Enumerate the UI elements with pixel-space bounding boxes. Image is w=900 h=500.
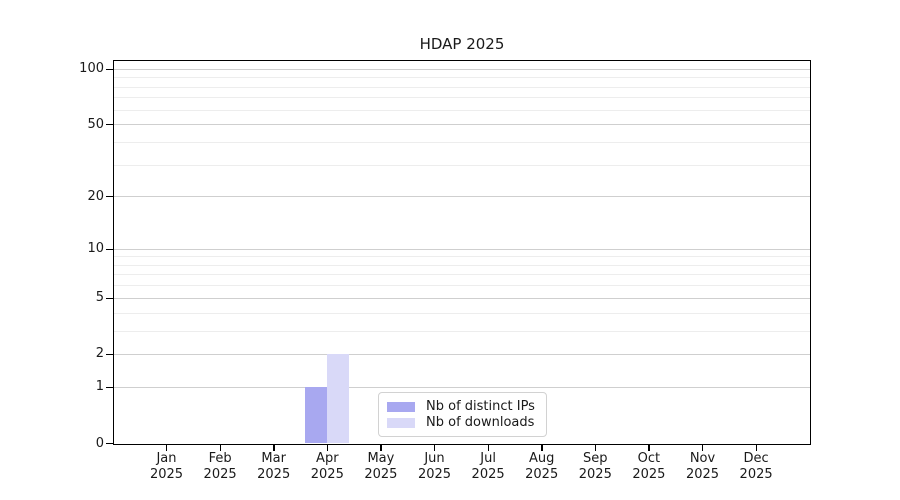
- gridline-minor: [114, 330, 810, 332]
- gridline-minor: [114, 86, 810, 88]
- x-tick-label: Jun 2025: [395, 451, 475, 483]
- x-tick-month: Jun: [424, 451, 445, 466]
- y-tick-mark: [106, 353, 113, 356]
- x-tick-label: Nov 2025: [663, 451, 743, 483]
- x-tick-mark: [755, 445, 757, 451]
- gridline-major: [114, 386, 810, 388]
- x-tick-mark: [219, 445, 221, 451]
- legend-swatch: [387, 417, 415, 428]
- x-tick-mark: [166, 445, 168, 451]
- x-tick-mark: [648, 445, 650, 451]
- gridline-major: [114, 353, 810, 355]
- legend-label: Nb of distinct IPs: [426, 399, 535, 414]
- y-tick-label: 1: [95, 379, 104, 395]
- x-tick-year: 2025: [685, 467, 720, 482]
- x-tick-label: Oct 2025: [609, 451, 689, 483]
- y-tick-label: 100: [79, 61, 104, 77]
- x-tick-label: Jul 2025: [448, 451, 528, 483]
- gridline-minor: [114, 256, 810, 258]
- x-tick-mark: [434, 445, 436, 451]
- y-tick-label: 20: [87, 188, 104, 204]
- gridline-major: [114, 297, 810, 299]
- gridline-major: [114, 196, 810, 198]
- y-tick-mark: [106, 297, 113, 300]
- x-tick-year: 2025: [417, 467, 452, 482]
- y-tick-mark: [106, 68, 113, 71]
- x-tick-mark: [380, 445, 382, 451]
- bar-nb-of-downloads: [326, 353, 349, 443]
- x-tick-mark: [594, 445, 597, 451]
- x-tick-mark: [487, 445, 489, 451]
- gridline-minor: [114, 164, 810, 166]
- gridline-minor: [114, 274, 810, 276]
- y-tick-mark: [106, 124, 113, 126]
- x-tick-month: Feb: [208, 451, 232, 466]
- y-tick-label: 0: [95, 435, 104, 451]
- chart-title: HDAP 2025: [419, 35, 505, 53]
- gridline-minor: [114, 312, 810, 314]
- legend: Nb of distinct IPs Nb of downloads: [378, 392, 547, 437]
- legend-row: Nb of downloads: [387, 415, 538, 430]
- x-tick-label: Feb 2025: [180, 451, 260, 483]
- x-tick-month: Nov: [689, 451, 716, 466]
- plot-area: [113, 60, 811, 445]
- x-tick-mark: [541, 445, 543, 451]
- x-tick-month: Aug: [528, 451, 555, 466]
- x-tick-month: Oct: [637, 451, 661, 466]
- gridline-major: [114, 248, 810, 250]
- x-tick-month: Sep: [583, 451, 608, 466]
- x-tick-mark: [326, 445, 329, 451]
- bar-nb-of-distinct-ips: [304, 386, 327, 443]
- x-tick-year: 2025: [471, 467, 505, 482]
- x-tick-month: Mar: [261, 451, 286, 466]
- x-tick-year: 2025: [203, 467, 237, 482]
- x-tick-year: 2025: [578, 467, 612, 482]
- gridline-major: [114, 124, 810, 126]
- x-tick-label: Sep 2025: [555, 451, 635, 483]
- x-tick-month: Apr: [316, 451, 339, 466]
- x-tick-year: 2025: [739, 467, 773, 482]
- y-tick-mark: [106, 443, 113, 445]
- x-tick-mark: [273, 445, 275, 451]
- y-tick-label: 50: [87, 116, 104, 132]
- x-tick-label: Jan 2025: [127, 451, 207, 483]
- x-tick-label: Mar 2025: [234, 451, 314, 483]
- legend-label: Nb of downloads: [426, 415, 535, 430]
- gridline-minor: [114, 109, 810, 111]
- y-tick-label: 2: [95, 346, 104, 362]
- x-tick-year: 2025: [310, 467, 344, 482]
- gridline-minor: [114, 97, 810, 99]
- y-tick-mark: [106, 196, 113, 198]
- gridline-major: [114, 68, 810, 70]
- x-tick-year: 2025: [525, 467, 559, 482]
- x-tick-month: Dec: [743, 451, 769, 466]
- x-tick-label: Aug 2025: [502, 451, 582, 483]
- x-tick-month: May: [367, 451, 395, 466]
- x-tick-year: 2025: [149, 467, 184, 482]
- x-tick-label: Apr 2025: [287, 451, 367, 483]
- y-tick-mark: [106, 386, 113, 389]
- x-tick-year: 2025: [632, 467, 666, 482]
- x-tick-year: 2025: [257, 467, 291, 482]
- gridline-minor: [114, 264, 810, 266]
- y-tick-label: 10: [87, 241, 104, 256]
- legend-swatch: [387, 401, 415, 412]
- x-tick-label: Dec 2025: [716, 451, 796, 483]
- x-tick-month: Jul: [480, 451, 496, 466]
- y-tick-label: 5: [95, 290, 104, 306]
- x-tick-label: May 2025: [341, 451, 421, 483]
- gridline-minor: [114, 141, 810, 143]
- x-tick-month: Jan: [156, 451, 177, 466]
- gridline-minor: [114, 77, 810, 79]
- y-tick-mark: [106, 248, 113, 250]
- gridline-minor: [114, 285, 810, 287]
- x-tick-mark: [702, 445, 704, 451]
- x-tick-year: 2025: [364, 467, 398, 482]
- legend-row: Nb of distinct IPs: [387, 399, 538, 414]
